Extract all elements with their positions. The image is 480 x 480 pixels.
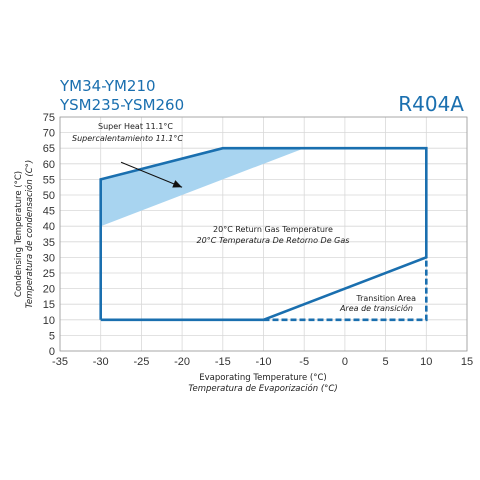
- transition-area-line: [263, 257, 428, 322]
- y-tick-label: 50: [43, 190, 55, 202]
- x-tick-label: -35: [52, 356, 68, 368]
- y-tick-label: 45: [43, 206, 55, 218]
- x-axis-label: Evaporating Temperature (°C): [199, 373, 326, 383]
- transition-area-label: Transition Area: [355, 294, 416, 303]
- y-tick-label: 0: [49, 346, 55, 358]
- x-tick-label: -10: [256, 356, 272, 368]
- transition-area-label-alt: Area de transición: [339, 303, 413, 313]
- x-tick-label: -25: [133, 356, 149, 368]
- superheat-area: [100, 148, 305, 227]
- y-tick-labels: 0 5 10 15 20 25 30 35 40 45 50 55 60 65 70 75: [43, 112, 55, 358]
- y-tick-label: 75: [43, 112, 55, 124]
- x-tick-label: -5: [299, 356, 309, 368]
- y-tick-label: 70: [43, 128, 55, 140]
- y-tick-label: 25: [43, 268, 55, 280]
- return-gas-label: 20°C Return Gas Temperature: [213, 225, 333, 234]
- x-tick-labels: -35 -30 -25 -20 -15 -10 -5 0 5 10 15: [52, 356, 473, 368]
- x-axis-label-alt: Temperatura de Evaporización (°C): [188, 383, 337, 394]
- plot-frame: [59, 116, 468, 352]
- refrigerant-label: R404A: [398, 92, 464, 116]
- x-tick-label: -20: [174, 356, 190, 368]
- y-axis-label-alt: Temperatura de condensación (C°): [24, 160, 35, 308]
- x-tick-label: 10: [420, 356, 432, 368]
- superheat-arrow-head: [172, 180, 183, 188]
- x-tick-label: -15: [215, 356, 231, 368]
- x-tick-label: 15: [461, 356, 473, 368]
- y-tick-label: 30: [43, 252, 55, 264]
- return-gas-label-alt: 20°C Temperatura De Retorno De Gas: [197, 236, 350, 245]
- x-tick-label: -30: [93, 356, 109, 368]
- y-tick-label: 15: [43, 299, 55, 311]
- x-tick-label: 5: [383, 356, 389, 368]
- y-tick-label: 5: [49, 330, 55, 342]
- y-tick-label: 10: [43, 315, 55, 327]
- superheat-label: Super Heat 11.1°C: [98, 122, 173, 131]
- series-layer: [99, 146, 428, 322]
- superheat-label-alt: Supercalentamiento 11.1°C: [72, 134, 183, 143]
- y-tick-label: 20: [43, 284, 55, 296]
- y-tick-label: 40: [43, 221, 55, 233]
- y-tick-label: 65: [43, 143, 55, 155]
- model-range-2: YSM235-YSM260: [59, 96, 184, 114]
- superheat-arrow: [120, 161, 183, 188]
- y-tick-label: 60: [43, 159, 55, 171]
- model-range-1: YM34-YM210: [59, 77, 156, 95]
- y-axis-label: Condensing Temperature (°C): [14, 171, 24, 297]
- y-tick-label: 35: [43, 237, 55, 249]
- y-tick-label: 55: [43, 174, 55, 186]
- x-tick-label: 0: [342, 356, 348, 368]
